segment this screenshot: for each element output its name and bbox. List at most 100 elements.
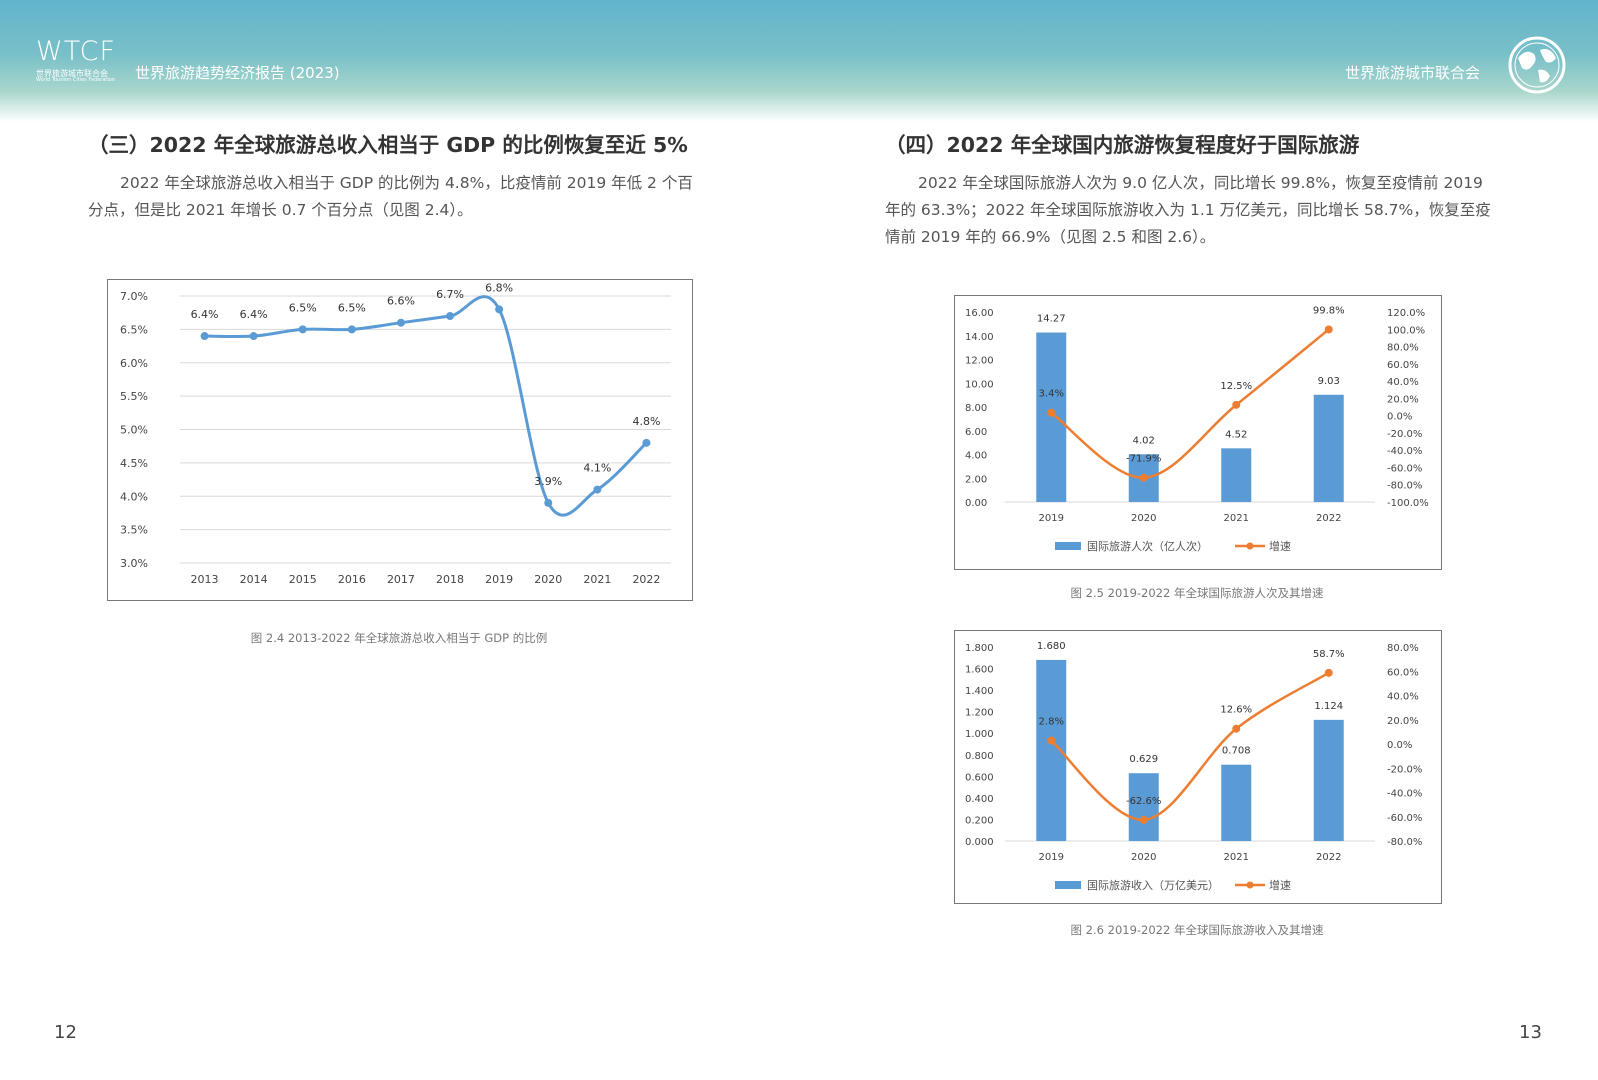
bar [1036,332,1067,502]
data-label: 6.7% [436,288,464,301]
y-right-tick-label: 0.0% [1387,740,1412,751]
y-right-tick-label: -80.0% [1387,481,1422,492]
y-tick-label: 6.0% [120,357,148,370]
y-left-tick-label: 12.00 [965,356,994,367]
x-tick-label: 2015 [289,573,317,586]
bar-label: 0.629 [1129,754,1158,765]
y-left-tick-label: 10.00 [965,379,994,390]
y-right-tick-label: 20.0% [1387,394,1419,405]
y-tick-label: 4.5% [120,457,148,470]
y-left-tick-label: 1.000 [965,729,994,740]
data-label: 6.4% [240,308,268,321]
data-point [396,318,405,327]
x-tick-label: 2022 [632,573,660,586]
bar-label: 1.680 [1037,641,1066,652]
x-tick-label: 2016 [338,573,366,586]
org-name: 世界旅游城市联合会 [1344,64,1480,82]
y-left-tick-label: 0.600 [965,772,994,783]
chart-receipts: 1.800 1.600 1.400 1.200 1.000 0.800 0.600 0.400… [954,630,1442,904]
x-tick-label: 2014 [240,573,268,586]
data-label: 6.6% [387,295,415,308]
bar [1313,394,1344,502]
page-number-right: 13 [1519,1022,1542,1043]
growth-line [1050,328,1330,479]
y-right-tick-label: 120.0% [1387,308,1425,319]
chart-arrivals-svg: 16.00 14.00 12.00 10.00 8.00 6.00 4.00 2.00 0.00… [965,305,1429,553]
y-left-tick-label: 2.00 [965,474,987,485]
data-label: 3.9% [534,475,562,488]
growth-point [1324,325,1333,334]
paragraph-line: 2022 年全球旅游总收入相当于 GDP 的比例为 4.8%，比疫情前 2019… [120,174,693,192]
y-left-tick-label: 16.00 [965,308,994,319]
y-right-tick-label: -60.0% [1387,813,1422,824]
data-label: 6.8% [485,281,513,294]
x-tick-label: 2020 [1131,852,1156,863]
y-left-tick-label: 0.000 [965,837,994,848]
y-left-tick-label: 0.400 [965,794,994,805]
growth-point [1324,668,1333,677]
y-right-tick-label: 80.0% [1387,643,1419,654]
y-left-tick-label: 14.00 [965,332,994,343]
logo-subtitle-en: World Tourism Cities Federation [36,77,115,83]
y-tick-label: 5.5% [120,390,148,403]
growth-label: 99.8% [1313,305,1345,316]
right-paragraph: 2022 年全球国际旅游人次为 9.0 亿人次，同比增长 99.8%，恢复至疫情… [885,170,1525,251]
data-point [446,312,455,321]
x-tick-label: 2021 [1224,852,1249,863]
y-left-tick-label: 0.800 [965,751,994,762]
bar-label: 0.708 [1222,746,1251,757]
y-right-tick-label: 60.0% [1387,667,1419,678]
growth-label: 12.6% [1220,705,1252,716]
y-right-tick-label: 0.0% [1387,412,1412,423]
y-right-tick-label: 40.0% [1387,692,1419,703]
growth-point [1047,736,1056,745]
y-tick-label: 7.0% [120,290,148,303]
growth-label: 58.7% [1313,649,1345,660]
y-right-tick-label: -20.0% [1387,429,1422,440]
y-left-tick-label: 1.800 [965,643,994,654]
x-tick-label: 2017 [387,573,415,586]
x-tick-label: 2018 [436,573,464,586]
y-right-tick-label: -100.0% [1387,498,1429,509]
y-left-tick-label: 4.00 [965,451,987,462]
chart-receipts-svg: 1.800 1.600 1.400 1.200 1.000 0.800 0.600 0.400… [965,641,1422,892]
y-left-tick-label: 1.600 [965,665,994,676]
x-tick-label: 2013 [191,573,219,586]
legend-line-label: 增速 [1269,539,1291,553]
y-right-tick-label: 80.0% [1387,343,1419,354]
y-right-tick-label: -80.0% [1387,837,1422,848]
paragraph-line: 情前 2019 年的 66.9%（见图 2.5 和图 2.6）。 [885,228,1216,246]
y-tick-label: 3.5% [120,524,148,537]
logo-text: WTCF [36,36,116,67]
y-left-tick-label: 8.00 [965,403,987,414]
x-tick-label: 2022 [1316,852,1341,863]
paragraph-line: 年的 63.3%；2022 年全球国际旅游收入为 1.1 万亿美元，同比增长 5… [885,201,1491,219]
caption-fig-2-4: 图 2.4 2013-2022 年全球旅游总收入相当于 GDP 的比例 [250,631,548,645]
growth-label: -71.9% [1126,454,1161,465]
bar-label: 9.03 [1318,376,1340,387]
legend-bar-label: 国际旅游收入（万亿美元） [1087,878,1219,892]
page-header: WTCF 世界旅游城市联合会 World Tourism Cities Fede… [0,0,1598,122]
y-tick-label: 3.0% [120,557,148,570]
growth-label: -62.6% [1126,796,1161,807]
data-label: 6.5% [289,301,317,314]
bar-label: 14.27 [1037,314,1066,325]
growth-label: 12.5% [1220,381,1252,392]
x-tick-label: 2021 [1224,513,1249,524]
y-right-tick-label: -40.0% [1387,446,1422,457]
y-left-tick-label: 1.400 [965,686,994,697]
caption-fig-2-6: 图 2.6 2019-2022 年全球国际旅游收入及其增速 [1070,923,1324,937]
bar-label: 4.02 [1133,435,1155,446]
x-tick-label: 2019 [1039,513,1064,524]
data-point [495,305,504,314]
wtcf-logo: WTCF 世界旅游城市联合会 World Tourism Cities Fede… [36,36,128,84]
right-section-title: （四）2022 年全球国内旅游恢复程度好于国际旅游 [885,133,1360,157]
chart-gdp-ratio: 7.0% 6.5% 6.0% 5.5% 5.0% 4.5% 4.0% 3.5% 3.0% 2013… [107,279,693,601]
y-left-tick-label: 1.200 [965,708,994,719]
globe-icon [1508,36,1566,94]
growth-label: 3.4% [1039,389,1064,400]
legend-bar-swatch [1055,881,1081,889]
y-right-tick-label: 100.0% [1387,325,1425,336]
data-point [544,498,553,507]
y-right-tick-label: 60.0% [1387,360,1419,371]
